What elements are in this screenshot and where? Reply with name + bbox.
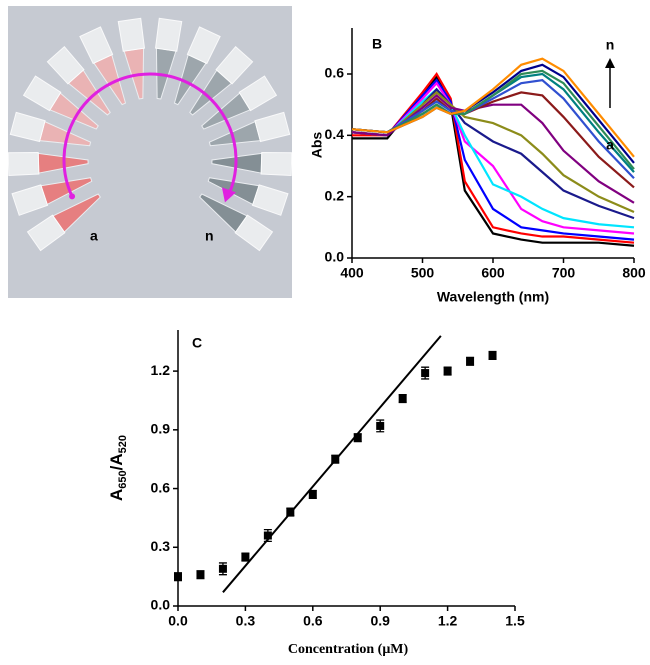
tube-cap xyxy=(26,214,66,252)
x-tick-label: 0.6 xyxy=(303,613,323,629)
data-point xyxy=(488,351,497,360)
spectrum-line xyxy=(351,87,635,220)
data-point xyxy=(376,421,385,430)
spectrum-line xyxy=(351,81,635,235)
photo-background xyxy=(8,6,292,298)
annotation-arrowhead xyxy=(605,58,615,68)
y-axis-label: A650/A520 xyxy=(107,435,128,501)
y-axis-label-part: /A xyxy=(107,453,126,470)
y-tick-label: 0.0 xyxy=(151,597,171,613)
tube-cap xyxy=(215,46,254,85)
y-tick-label: 0.2 xyxy=(325,187,345,203)
x-tick-label: 600 xyxy=(481,265,505,281)
x-tick-label: 0.3 xyxy=(236,613,256,629)
y-tick-label: 1.2 xyxy=(151,362,171,378)
tube-cap xyxy=(254,111,291,143)
y-tick-label: 0.3 xyxy=(151,538,171,554)
y-tick-label: 0.4 xyxy=(325,126,345,142)
y-tick-label: 0.9 xyxy=(151,421,171,437)
data-point xyxy=(466,357,475,366)
photo-label: n xyxy=(205,228,214,244)
spectrum-line xyxy=(351,78,635,180)
tube-cap xyxy=(9,111,46,143)
panel-label: B xyxy=(372,36,382,52)
data-point xyxy=(263,531,272,540)
tube-cap xyxy=(234,214,274,252)
x-axis-label: Concentration (μM) xyxy=(288,642,409,657)
x-tick-label: 800 xyxy=(622,265,646,281)
data-point xyxy=(218,564,227,573)
y-tick-label: 0.6 xyxy=(151,479,171,495)
y-tick-label: 0.0 xyxy=(325,249,345,265)
data-point xyxy=(196,570,205,579)
tube-cap xyxy=(117,17,146,52)
data-point xyxy=(443,367,452,376)
data-point xyxy=(241,553,250,562)
spectrum-line xyxy=(351,90,635,214)
spectrum-line xyxy=(351,78,635,241)
x-tick-label: 500 xyxy=(411,265,435,281)
tube-cap xyxy=(186,26,221,65)
spectrum-line xyxy=(351,57,635,158)
tube-cap xyxy=(251,184,289,216)
annotation: n xyxy=(606,37,615,53)
spectrum-line xyxy=(351,87,635,229)
tube-cap xyxy=(11,184,49,216)
x-tick-label: 0.0 xyxy=(168,613,188,629)
fit-line xyxy=(222,335,442,593)
tube-cap xyxy=(260,152,293,176)
arrow-head xyxy=(221,187,236,203)
x-tick-label: 1.2 xyxy=(438,613,458,629)
data-point xyxy=(398,394,407,403)
color-arrow xyxy=(62,72,238,197)
data-point xyxy=(331,455,340,464)
x-tick-label: 0.9 xyxy=(370,613,390,629)
tube-cap xyxy=(7,152,40,176)
arrow-tail xyxy=(69,193,76,200)
y-axis-label-part: A xyxy=(107,489,126,501)
y-axis-label-part: 520 xyxy=(117,435,129,453)
tube-cap xyxy=(22,75,62,112)
data-point xyxy=(308,490,317,499)
x-tick-label: 1.5 xyxy=(505,613,525,629)
x-axis-label: Wavelength (nm) xyxy=(437,289,549,305)
y-tick-label: 0.6 xyxy=(325,65,345,81)
data-point xyxy=(174,572,182,581)
spectrum-line xyxy=(351,69,635,170)
tube-cap xyxy=(238,75,278,112)
data-point xyxy=(353,433,362,442)
tube-cap xyxy=(46,46,85,85)
spectrum-line xyxy=(352,72,635,244)
photo xyxy=(7,6,293,298)
y-axis-label-part: 650 xyxy=(117,470,129,488)
data-point xyxy=(286,508,295,517)
data-point xyxy=(421,369,430,378)
tube-cap xyxy=(79,26,114,65)
panel-label: C xyxy=(192,335,202,351)
annotation: a xyxy=(606,137,614,153)
x-tick-label: 700 xyxy=(552,265,576,281)
tube-cap xyxy=(154,17,183,52)
y-axis-label: Abs xyxy=(309,132,325,159)
x-tick-label: 400 xyxy=(340,265,364,281)
photo-label: a xyxy=(90,228,98,244)
